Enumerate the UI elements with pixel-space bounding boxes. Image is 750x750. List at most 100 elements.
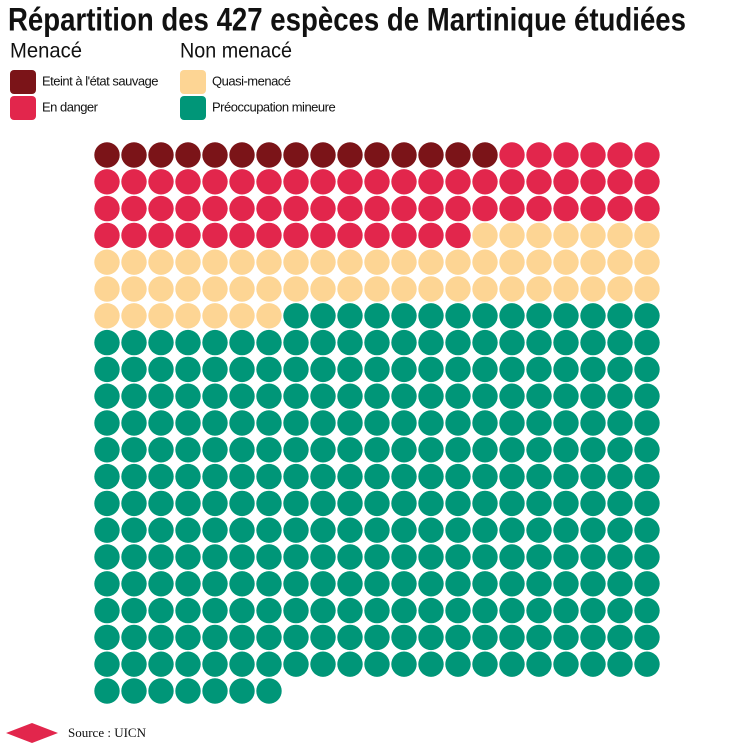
- waffle-dot: [337, 437, 363, 463]
- waffle-dot: [499, 329, 525, 356]
- waffle-dot: [256, 222, 282, 249]
- waffle-dot: [148, 463, 174, 490]
- waffle-dot: [94, 544, 120, 570]
- waffle-dot: [634, 410, 660, 436]
- waffle-dot: [283, 544, 309, 570]
- legend-label: Quasi-menacé: [212, 73, 291, 88]
- waffle-dot: [310, 169, 336, 195]
- waffle-dot: [418, 544, 444, 570]
- source: Source : UICN: [68, 725, 147, 740]
- waffle-dot: [526, 544, 552, 570]
- waffle-dot: [256, 437, 282, 463]
- waffle-dot: [580, 195, 606, 222]
- waffle-dot: [418, 437, 444, 463]
- waffle-dot: [472, 195, 498, 222]
- waffle-dot: [391, 195, 417, 222]
- waffle-dot: [418, 329, 444, 356]
- waffle-dot: [202, 356, 228, 383]
- waffle-dot: [175, 249, 201, 275]
- waffle-dot: [94, 651, 120, 677]
- waffle-dot: [337, 597, 363, 624]
- waffle-dot: [472, 597, 498, 624]
- waffle-dot: [526, 329, 552, 356]
- waffle-dot: [499, 356, 525, 383]
- legend-group-title: Non menacé: [180, 40, 292, 63]
- waffle-dot: [526, 356, 552, 383]
- waffle-dot: [148, 437, 174, 463]
- waffle-dot: [364, 544, 390, 570]
- waffle-dot: [337, 490, 363, 517]
- waffle-dot: [364, 276, 390, 302]
- waffle-dot: [148, 678, 174, 704]
- waffle-dot: [418, 571, 444, 597]
- waffle-dot: [256, 276, 282, 302]
- waffle-dot: [310, 356, 336, 383]
- waffle-dot: [391, 490, 417, 517]
- waffle-dot: [472, 276, 498, 302]
- waffle-dot: [337, 651, 363, 677]
- waffle-dot: [634, 517, 660, 543]
- legend-label: Préoccupation mineure: [212, 99, 335, 114]
- waffle-dot: [472, 383, 498, 409]
- waffle-dot: [283, 356, 309, 383]
- chart-title: Répartition des 427 espèces de Martiniqu…: [8, 1, 686, 37]
- waffle-dot: [175, 437, 201, 463]
- waffle-dot: [472, 303, 498, 329]
- waffle-dot: [202, 597, 228, 624]
- waffle-dot: [229, 356, 255, 383]
- waffle-dot: [445, 544, 471, 570]
- waffle-dot: [445, 169, 471, 195]
- waffle-dot: [418, 624, 444, 651]
- waffle-dot: [121, 276, 147, 302]
- waffle-dot: [580, 490, 606, 517]
- waffle-dot: [94, 624, 120, 651]
- waffle-dot: [391, 276, 417, 302]
- waffle-dot: [283, 195, 309, 222]
- waffle-dot: [256, 169, 282, 195]
- waffle-dot: [553, 329, 579, 356]
- waffle-dot: [445, 597, 471, 624]
- waffle-dot: [391, 651, 417, 677]
- waffle-dot: [553, 597, 579, 624]
- waffle-dot: [337, 463, 363, 490]
- waffle-dot: [310, 410, 336, 436]
- waffle-dot: [580, 169, 606, 195]
- waffle-dot: [337, 329, 363, 356]
- waffle-dot: [553, 571, 579, 597]
- waffle-dot: [418, 651, 444, 677]
- waffle-dot: [283, 571, 309, 597]
- waffle-dot: [364, 195, 390, 222]
- waffle-dot: [256, 249, 282, 275]
- waffle-dot: [256, 329, 282, 356]
- waffle-dot: [472, 249, 498, 275]
- waffle-dot: [526, 169, 552, 195]
- waffle-dot: [580, 624, 606, 651]
- waffle-dot: [94, 142, 120, 168]
- waffle-dot: [472, 222, 498, 249]
- waffle-dot: [202, 303, 228, 329]
- waffle-dot: [175, 329, 201, 356]
- waffle-dot: [364, 329, 390, 356]
- waffle-dot: [175, 276, 201, 302]
- waffle-dot: [607, 463, 633, 490]
- waffle-dot: [553, 276, 579, 302]
- waffle-dot: [121, 303, 147, 329]
- waffle-dot: [391, 544, 417, 570]
- waffle-dot: [418, 169, 444, 195]
- waffle-dot: [391, 329, 417, 356]
- waffle-dot: [121, 249, 147, 275]
- waffle-dot: [499, 276, 525, 302]
- waffle-dot: [580, 142, 606, 168]
- waffle-dot: [526, 437, 552, 463]
- waffle-dot: [283, 490, 309, 517]
- waffle-dot: [607, 544, 633, 570]
- waffle-dot: [499, 303, 525, 329]
- waffle-dot: [256, 463, 282, 490]
- waffle-dot: [310, 383, 336, 409]
- waffle-dot: [472, 544, 498, 570]
- waffle-dot: [607, 437, 633, 463]
- waffle-dot: [607, 329, 633, 356]
- waffle-dot: [364, 651, 390, 677]
- waffle-dot: [310, 195, 336, 222]
- waffle-dot: [148, 517, 174, 543]
